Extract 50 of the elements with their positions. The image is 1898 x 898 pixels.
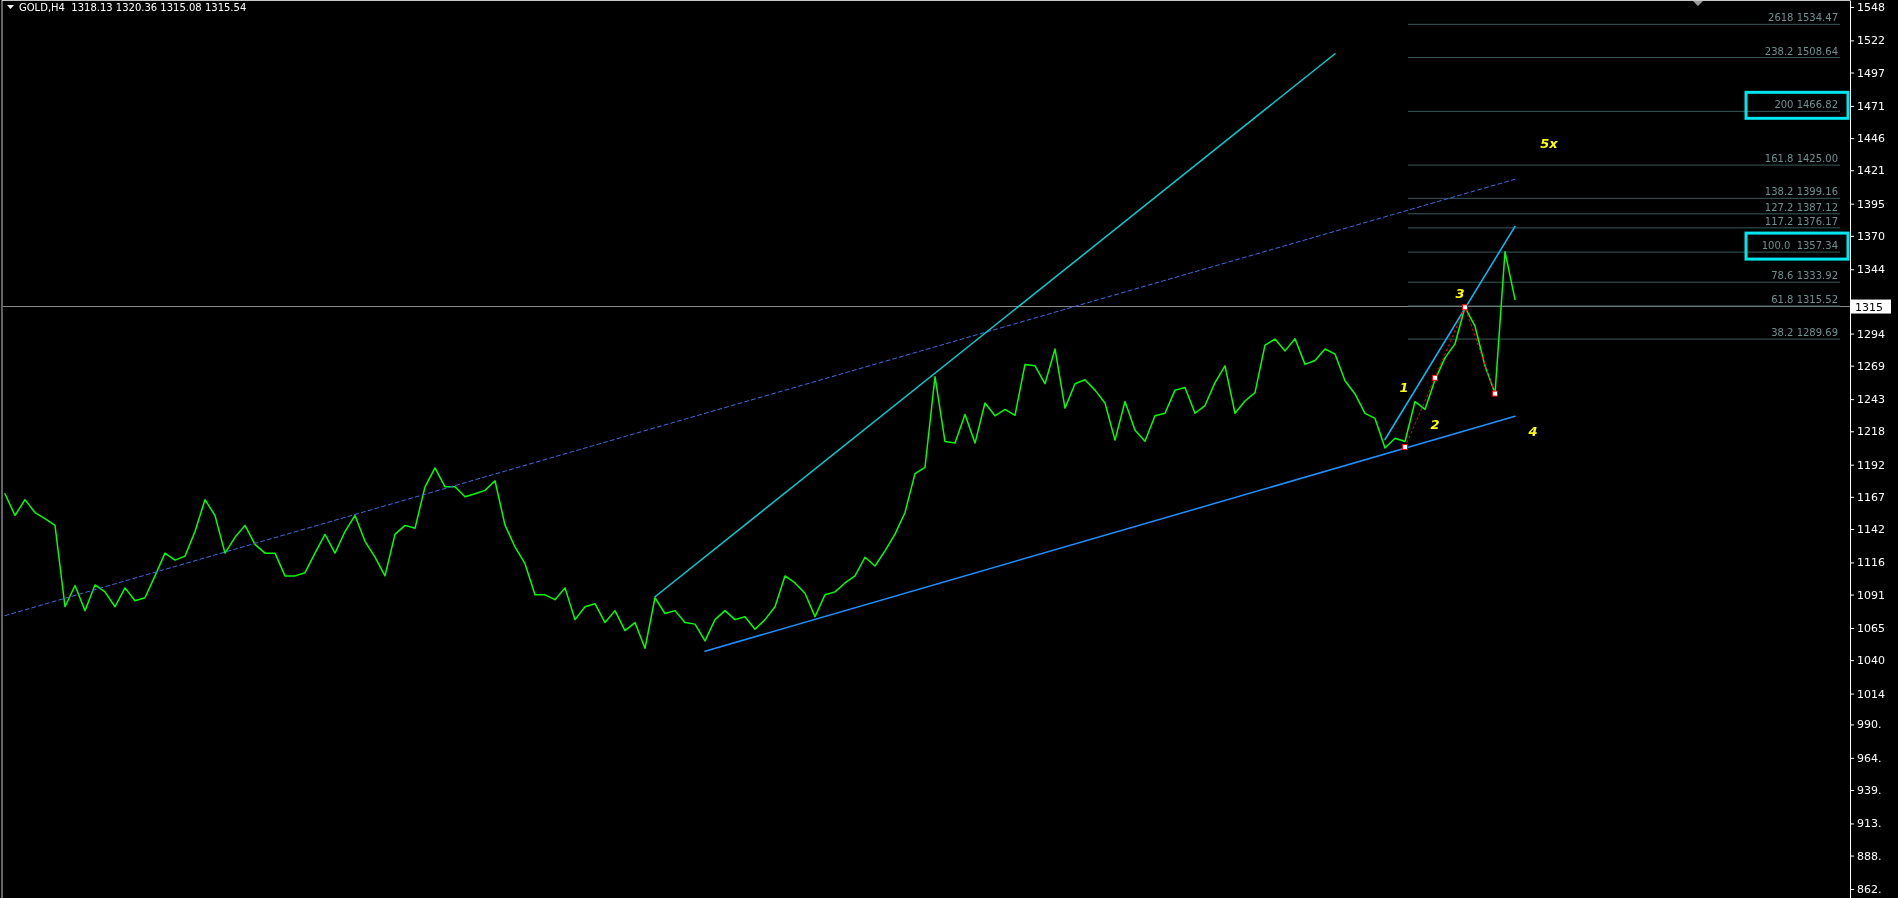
ref-line-label: 238.2 1508.64 (1764, 45, 1838, 57)
y-tick-label: 1243 (1857, 393, 1885, 407)
y-tick-label: 1421 (1857, 164, 1885, 178)
y-tick-label: 1167 (1857, 490, 1885, 504)
y-tick-label: 1522 (1857, 34, 1885, 48)
y-tick-label: 939. (1857, 784, 1882, 798)
point (1402, 444, 1408, 451)
ref-line-label: 2618 1534.47 (1768, 12, 1838, 24)
ref-line-label: 127.2 1387.12 (1764, 201, 1838, 213)
ref-line-label: 61.8 1315.52 (1771, 293, 1838, 305)
y-tick-label: 1471 (1857, 99, 1885, 113)
y-tick-label: 1040 (1857, 654, 1885, 668)
y-tick-label: 1344 (1857, 263, 1885, 277)
y-tick-label: 1192 (1857, 458, 1885, 472)
point (1462, 304, 1468, 311)
annotation: 3 (1455, 285, 1465, 301)
ref-line-label: 38.2 1289.69 (1771, 327, 1838, 339)
y-tick-label: 862. (1857, 883, 1882, 897)
ref-line-label: 200 1466.82 (1774, 99, 1838, 111)
y-tick-label: 1065 (1857, 622, 1885, 635)
y-tick-label: 990. (1857, 718, 1882, 732)
y-tick-label: 1218 (1857, 425, 1885, 439)
ref-line-label: 117.2 1376.17 (1764, 215, 1838, 227)
ref-line-label: 78.6 1333.92 (1771, 270, 1838, 282)
y-tick-label: 1091 (1857, 588, 1885, 602)
text: 5x (1540, 135, 1559, 151)
y-tick-label: 888. (1857, 849, 1882, 863)
y-tick-label: 1014 (1857, 687, 1885, 701)
text: 4 (1527, 423, 1538, 439)
ref-line-label: 161.8 1425.00 (1764, 153, 1838, 165)
y-tick-label: 1395 (1857, 197, 1885, 211)
y-tick-label: 1116 (1857, 556, 1885, 570)
point (1492, 390, 1498, 397)
y-tick-label: 1269 (1857, 359, 1885, 373)
y-tick-label: 1446 (1857, 132, 1885, 146)
ref-line-label: 1315 (1855, 300, 1883, 314)
y-tick-label: 913. (1857, 817, 1882, 831)
line-series (4, 251, 1516, 650)
y-tick-label: 1370 (1857, 229, 1885, 243)
y-tick-label: 1142 (1857, 523, 1885, 536)
y-tick-label: 964. (1857, 751, 1882, 765)
chart-title: GOLD,H4 1318.13 1320.36 1315.08 1315.54 (19, 2, 247, 13)
point (1432, 374, 1438, 381)
annotation: 1 (1399, 379, 1409, 395)
annotation: 2 (1430, 416, 1440, 432)
y-tick-label: 1497 (1857, 66, 1885, 80)
ref-line-label: 100.0 1357.34 (1761, 240, 1838, 252)
y-tick-label: 1548 (1857, 0, 1885, 14)
ref-line-label: 138.2 1399.16 (1764, 186, 1838, 198)
y-tick-label: 1294 (1857, 327, 1885, 341)
